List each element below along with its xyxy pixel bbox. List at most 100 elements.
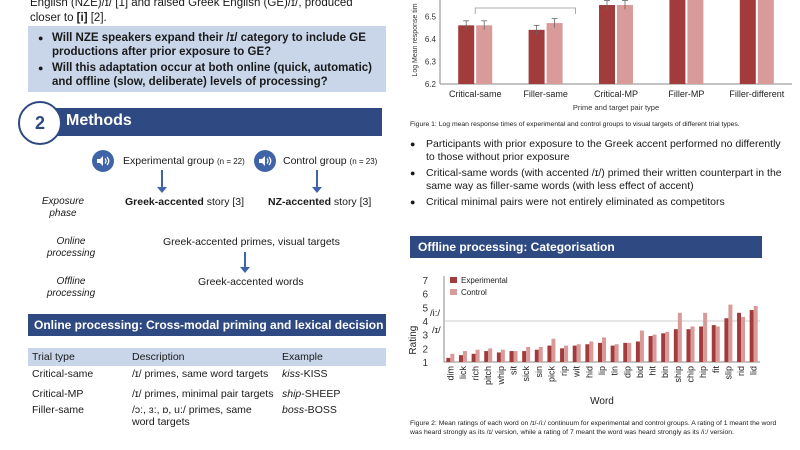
- bar: [476, 25, 492, 84]
- bar: [737, 313, 741, 362]
- flow-arrow: [244, 252, 246, 268]
- flow-arrow: [316, 170, 318, 188]
- x-tick-label: lick: [458, 366, 468, 379]
- legend-swatch-control: [450, 289, 457, 295]
- intro-line-1: English (NZE)/ɪ/ [1] and raised Greek En…: [30, 0, 390, 11]
- methods-title: Methods: [66, 112, 132, 130]
- trial-type-table: Trial type Description Example Critical-…: [28, 348, 386, 430]
- x-tick-label: slip: [723, 366, 733, 380]
- y-tick-label: 4: [422, 317, 428, 328]
- bar: [728, 305, 732, 362]
- bar: [501, 350, 505, 362]
- bar: [476, 350, 480, 362]
- y-tick-label: 1: [422, 358, 428, 369]
- bar: [758, 0, 774, 84]
- column-header: Example: [278, 348, 386, 366]
- bar: [623, 343, 627, 362]
- response-time-chart: 6.26.36.46.5Log Mean response timCritica…: [404, 0, 800, 118]
- speaker-icon[interactable]: [254, 150, 276, 172]
- offline-phase-label: Offline processing: [36, 276, 106, 300]
- y-tick-label: 6.3: [425, 57, 437, 66]
- y-tick-label: 2: [422, 344, 428, 355]
- description-cell: /ɔ:, ɜ:, ɒ, u:/ primes, same word target…: [128, 402, 278, 430]
- annotation-long-vowel: /i:/: [430, 308, 440, 319]
- research-question-1: Will NZE speakers expand their /ɪ/ categ…: [38, 31, 380, 59]
- methods-section-number: 2: [18, 101, 62, 145]
- bar: [497, 352, 501, 362]
- speaker-icon[interactable]: [92, 150, 114, 172]
- research-questions-box: Will NZE speakers expand their /ɪ/ categ…: [28, 26, 386, 92]
- bar: [522, 351, 526, 362]
- x-tick-label: sin: [534, 366, 544, 378]
- bar: [459, 355, 463, 362]
- bar: [560, 348, 564, 362]
- example-cell: boss-BOSS: [278, 402, 386, 430]
- finding-item: Critical minimal pairs were not entirely…: [410, 196, 785, 209]
- nz-story-text: NZ-accented story [3]: [268, 196, 371, 208]
- y-axis-label: Log Mean response tim: [412, 3, 419, 76]
- figure-2-caption: Figure 2: Mean ratings of each word on /…: [410, 420, 780, 437]
- y-tick-label: 3: [422, 331, 428, 342]
- control-group-label: Control group (n = 23): [283, 155, 377, 167]
- x-tick-label: Critical-same: [449, 89, 502, 99]
- description-cell: /ɪ/ primes, minimal pair targets: [128, 382, 278, 402]
- x-tick-label: Filler-MP: [668, 89, 704, 99]
- bar: [674, 329, 678, 362]
- bar: [703, 313, 707, 362]
- bar: [484, 351, 488, 362]
- legend-label-experimental: Experimental: [461, 276, 508, 285]
- legend-label-control: Control: [461, 288, 487, 297]
- table-row: Filler-same /ɔ:, ɜ:, ɒ, u:/ primes, same…: [28, 402, 386, 430]
- bar: [687, 0, 703, 84]
- greek-story-text: Greek-accented story [3]: [125, 196, 244, 208]
- bar: [640, 331, 644, 362]
- x-tick-label: rid: [736, 366, 746, 376]
- bar: [535, 350, 539, 362]
- x-tick-label: lid: [749, 366, 759, 375]
- table-header-row: Trial type Description Example: [28, 348, 386, 366]
- bar: [661, 333, 665, 362]
- x-tick-label: chip: [685, 366, 695, 383]
- x-tick-label: dip: [622, 366, 632, 378]
- bar: [740, 0, 756, 84]
- y-tick-label: 5: [422, 303, 428, 314]
- x-tick-label: bin: [660, 366, 670, 378]
- bar: [724, 318, 728, 362]
- online-processing-header: Online processing: Cross-modal priming a…: [28, 314, 386, 336]
- bar: [699, 326, 703, 362]
- intro-line-2: closer to [i] [2].: [30, 11, 390, 26]
- bar: [472, 354, 476, 362]
- bar: [712, 325, 716, 362]
- bar: [446, 358, 450, 362]
- x-tick-label: Filler-different: [729, 89, 784, 99]
- bar: [617, 5, 633, 84]
- flow-arrow: [161, 170, 163, 188]
- x-tick-label: tin: [610, 366, 620, 376]
- example-cell: kiss-KISS: [278, 366, 386, 382]
- x-tick-label: fit: [711, 366, 721, 374]
- finding-item: Critical-same words (with accented /ɪ/) …: [410, 167, 785, 192]
- x-tick-label: sit: [509, 366, 519, 375]
- bar: [529, 30, 545, 84]
- bar: [741, 317, 745, 362]
- x-tick-label: whip: [496, 366, 506, 386]
- x-tick-label: Critical-MP: [594, 89, 638, 99]
- trial-type-cell: Critical-MP: [28, 382, 128, 402]
- exposure-phase-label: Exposure phase: [28, 196, 98, 220]
- finding-item: Participants with prior exposure to the …: [410, 138, 785, 163]
- y-tick-label: 6: [422, 290, 428, 301]
- bar: [573, 346, 577, 362]
- online-description: Greek-accented primes, visual targets: [163, 236, 340, 248]
- bar: [510, 351, 514, 362]
- x-tick-label: hit: [648, 366, 658, 376]
- x-tick-label: pick: [546, 366, 556, 383]
- trial-type-cell: Filler-same: [28, 402, 128, 430]
- legend-swatch-experimental: [450, 277, 457, 283]
- bar: [627, 343, 631, 362]
- bar: [665, 332, 669, 362]
- figure-1-caption: Figure 1: Log mean response times of exp…: [410, 121, 790, 128]
- x-tick-label: bid: [635, 366, 645, 378]
- x-axis-label: Prime and target pair type: [573, 103, 659, 112]
- bar: [615, 344, 619, 362]
- bar: [754, 306, 758, 362]
